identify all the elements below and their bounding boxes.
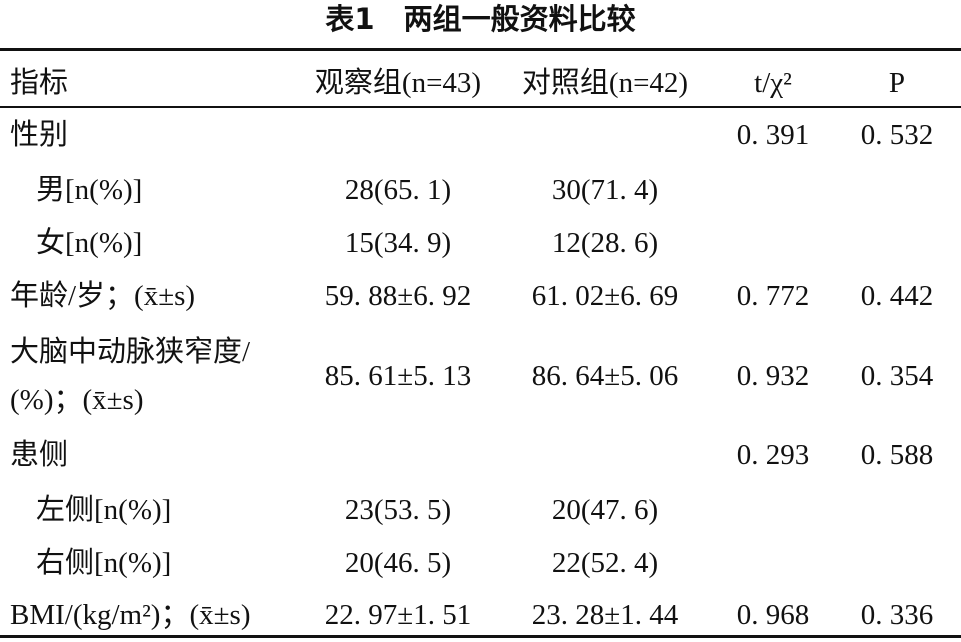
cell-value: 20(46. 5) bbox=[344, 547, 452, 579]
bottom-rule bbox=[0, 635, 961, 638]
row-label: (%)；(x̄±s) bbox=[10, 384, 144, 416]
column-header: 对照组(n=42) bbox=[521, 67, 689, 99]
row-label: 患侧 bbox=[10, 439, 69, 471]
cell-value: 20(47. 6) bbox=[551, 494, 659, 526]
header-rule bbox=[0, 106, 961, 108]
cell-value: 86. 64±5. 06 bbox=[531, 360, 679, 392]
column-header: t/χ² bbox=[754, 67, 792, 99]
cell-value: 0. 968 bbox=[736, 599, 810, 631]
cell-value: 0. 391 bbox=[736, 119, 810, 151]
cell-value: 23. 28±1. 44 bbox=[531, 599, 679, 631]
cell-value: 59. 88±6. 92 bbox=[324, 280, 472, 312]
row-label: 女[n(%)] bbox=[36, 227, 143, 259]
table-title: 表1 两组一般资料比较 bbox=[325, 2, 636, 36]
cell-value: 28(65. 1) bbox=[344, 174, 452, 206]
row-label: 年龄/岁；(x̄±s) bbox=[10, 280, 196, 312]
cell-value: 0. 442 bbox=[860, 280, 934, 312]
cell-value: 22(52. 4) bbox=[551, 547, 659, 579]
column-header: P bbox=[888, 67, 906, 99]
row-label: BMI/(kg/m²)；(x̄±s) bbox=[10, 599, 251, 631]
column-header: 观察组(n=43) bbox=[314, 67, 482, 99]
cell-value: 12(28. 6) bbox=[551, 227, 659, 259]
top-rule bbox=[0, 48, 961, 51]
cell-value: 30(71. 4) bbox=[551, 174, 659, 206]
cell-value: 85. 61±5. 13 bbox=[324, 360, 472, 392]
cell-value: 15(34. 9) bbox=[344, 227, 452, 259]
row-label: 男[n(%)] bbox=[36, 174, 143, 206]
cell-value: 23(53. 5) bbox=[344, 494, 452, 526]
row-label: 右侧[n(%)] bbox=[36, 547, 172, 579]
cell-value: 0. 354 bbox=[860, 360, 934, 392]
cell-value: 0. 293 bbox=[736, 439, 810, 471]
cell-value: 61. 02±6. 69 bbox=[531, 280, 679, 312]
cell-value: 0. 532 bbox=[860, 119, 934, 151]
row-label: 性别 bbox=[10, 119, 69, 151]
cell-value: 0. 588 bbox=[860, 439, 934, 471]
row-label: 大脑中动脉狭窄度/ bbox=[10, 336, 251, 368]
cell-value: 22. 97±1. 51 bbox=[324, 599, 472, 631]
cell-value: 0. 336 bbox=[860, 599, 934, 631]
cell-value: 0. 932 bbox=[736, 360, 810, 392]
cell-value: 0. 772 bbox=[736, 280, 810, 312]
row-label: 左侧[n(%)] bbox=[36, 494, 172, 526]
column-header: 指标 bbox=[10, 67, 69, 99]
